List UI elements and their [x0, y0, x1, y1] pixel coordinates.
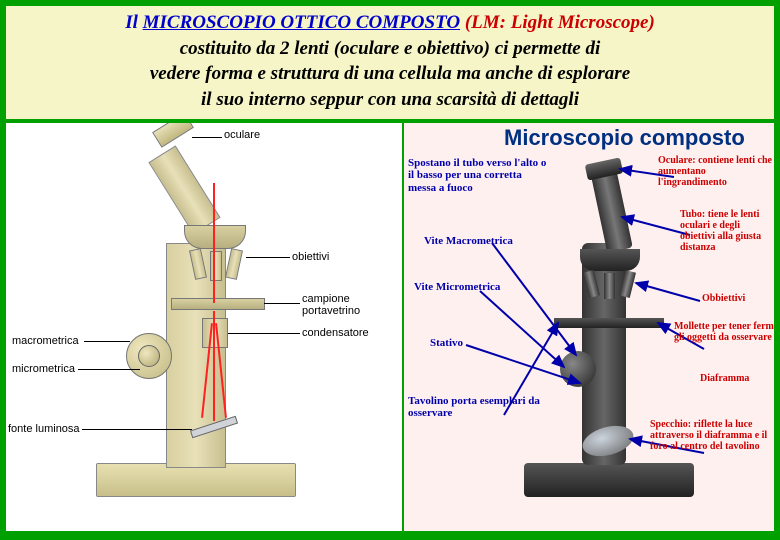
stage: [171, 298, 265, 310]
objective-3: [225, 248, 243, 280]
lbl-r-diaframma: Diaframma: [700, 373, 749, 384]
micro-knob: [138, 345, 160, 367]
lead-oculare: [192, 137, 222, 138]
lbl-r-tubo: Tubo: tiene le lenti oculari e degli obi…: [680, 209, 774, 253]
lead-fonte: [82, 429, 192, 430]
subtitle-2: vedere forma e struttura di una cellula …: [16, 61, 764, 87]
r-stage: [554, 318, 664, 328]
objective-2: [210, 251, 222, 281]
lbl-oculare: oculare: [224, 129, 260, 141]
lbl-stativo: Stativo: [430, 337, 463, 350]
condenser: [202, 318, 228, 348]
lbl-condensatore: condensatore: [302, 327, 369, 339]
optical-tube: [148, 145, 220, 234]
lead-obiettivi: [246, 257, 290, 258]
r-tube: [591, 171, 633, 253]
title-line: Il MICROSCOPIO OTTICO COMPOSTO (LM: Ligh…: [16, 10, 764, 36]
panels: oculare obiettivi campione portavetrino …: [6, 123, 774, 531]
lbl-spostano: Spostano il tubo verso l'alto o il basso…: [408, 157, 548, 195]
lbl-r-obbiettivi: Obbiettivi: [702, 293, 745, 304]
lead-condensatore: [228, 333, 300, 334]
r-base: [524, 463, 694, 497]
header-box: Il MICROSCOPIO OTTICO COMPOSTO (LM: Ligh…: [6, 6, 774, 119]
lbl-fonte: fonte luminosa: [8, 423, 80, 435]
nosepiece: [184, 225, 246, 249]
lbl-micrometrica: micrometrica: [12, 363, 75, 375]
base-plate: [96, 463, 296, 497]
lead-macro: [84, 341, 130, 342]
lbl-tavolino: Tavolino porta esemplari da osservare: [408, 395, 542, 420]
lbl-r-mollette: Mollette per tener fermi gli oggetti da …: [674, 321, 774, 343]
lbl-r-oculare: Oculare: contiene lenti che aumentano l'…: [658, 155, 774, 188]
r-obj-2: [604, 273, 615, 299]
lbl-campione: campione portavetrino: [302, 293, 360, 317]
r-knob: [560, 351, 596, 387]
r-nosepiece: [580, 249, 640, 271]
lbl-r-specchio: Specchio: riflette la luce attraverso il…: [650, 419, 774, 452]
subtitle-1: costituito da 2 lenti (oculare e obietti…: [16, 36, 764, 62]
title-lm: (LM: Light Microscope): [465, 12, 655, 33]
panel-right-photo: Microscopio composto Spostano il tubo ve…: [404, 123, 774, 531]
lbl-vite-macro: Vite Macrometrica: [424, 235, 514, 248]
title-main: MICROSCOPIO OTTICO COMPOSTO: [143, 12, 460, 33]
lbl-macrometrica: macrometrica: [12, 335, 79, 347]
panel-left-schematic: oculare obiettivi campione portavetrino …: [6, 123, 402, 531]
subtitle-3: il suo interno seppur con una scarsità d…: [16, 87, 764, 113]
ray-axis: [213, 183, 215, 303]
lbl-vite-micro: Vite Micrometrica: [414, 281, 504, 294]
eyepiece: [152, 123, 194, 148]
lead-campione: [264, 303, 300, 304]
lbl-obiettivi: obiettivi: [292, 251, 329, 263]
right-title: Microscopio composto: [504, 125, 745, 151]
lead-micro: [78, 369, 140, 370]
title-il: Il: [125, 12, 138, 33]
